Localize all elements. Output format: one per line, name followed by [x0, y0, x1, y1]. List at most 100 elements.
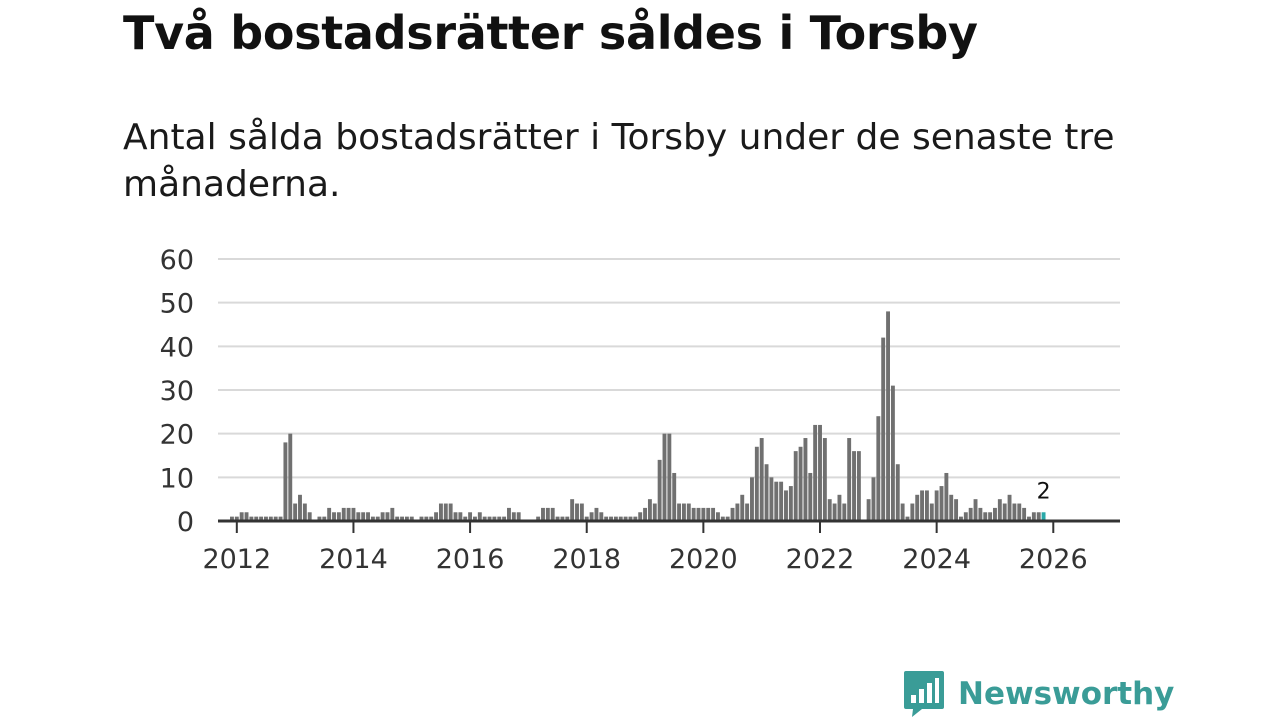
bar [550, 507, 555, 521]
bar [468, 512, 473, 521]
bar [346, 507, 351, 521]
bar [1031, 512, 1036, 521]
bar [988, 512, 993, 521]
bar [983, 512, 988, 521]
bar [1007, 494, 1012, 521]
bar [793, 451, 798, 521]
bar [618, 516, 623, 521]
bar [808, 472, 813, 521]
bar [579, 503, 584, 521]
bar [264, 516, 268, 521]
bar [647, 499, 652, 521]
bar [366, 512, 370, 521]
bar [463, 516, 468, 521]
bar [438, 503, 443, 521]
bar [244, 512, 249, 521]
bar [375, 516, 380, 521]
bar [920, 490, 925, 521]
bar [939, 486, 944, 521]
bar [745, 503, 750, 521]
bar [842, 503, 847, 521]
axes [218, 519, 1120, 533]
bar [351, 507, 356, 521]
bar [395, 516, 400, 521]
bar [1027, 516, 1031, 521]
x-tick-label: 2026 [1019, 544, 1088, 575]
bar [516, 512, 521, 521]
bar [691, 507, 696, 521]
bar [784, 490, 788, 521]
bar [686, 503, 691, 521]
bar [453, 512, 458, 521]
y-tick-label: 30 [160, 376, 194, 407]
x-tick-label: 2014 [319, 544, 388, 575]
bar [589, 512, 594, 521]
bar [856, 451, 861, 521]
bar [497, 516, 502, 521]
x-tick-label: 2012 [202, 544, 271, 575]
bar [322, 516, 327, 521]
bar [273, 516, 278, 521]
bar [458, 512, 463, 521]
bar [910, 503, 915, 521]
bar [560, 516, 565, 521]
bar [788, 486, 793, 521]
y-tick-label: 60 [160, 245, 194, 276]
bar [968, 507, 973, 521]
y-tick-label: 50 [160, 289, 194, 320]
bar [652, 503, 657, 521]
bar [609, 516, 613, 521]
bar [905, 516, 910, 521]
bar [541, 507, 545, 521]
bar [871, 477, 876, 521]
bar [623, 516, 628, 521]
x-tick-label: 2016 [436, 544, 505, 575]
bar [973, 499, 978, 521]
bar [822, 438, 827, 521]
bar [959, 516, 963, 521]
x-tick-label: 2022 [786, 544, 855, 575]
bar [599, 512, 604, 521]
bar [404, 516, 409, 521]
bar [716, 512, 720, 521]
bar [633, 516, 638, 521]
bar-highlighted [1041, 512, 1046, 521]
last-value-label: 2 [1037, 479, 1051, 504]
bar [706, 507, 711, 521]
bar [302, 503, 307, 521]
bar [288, 433, 293, 521]
bar [725, 516, 730, 521]
bar [750, 477, 754, 521]
y-tick-label: 20 [160, 420, 194, 451]
bar [754, 446, 759, 521]
bar [361, 512, 366, 521]
bar [370, 516, 375, 521]
bar [1022, 507, 1027, 521]
bar [307, 512, 312, 521]
bar [881, 337, 886, 521]
bar [1012, 503, 1017, 521]
bar [638, 512, 643, 521]
bar [409, 516, 414, 521]
bar [852, 451, 856, 521]
bar [239, 512, 244, 521]
bar [769, 477, 774, 521]
bar [604, 516, 609, 521]
bar [764, 464, 769, 521]
bar [735, 503, 740, 521]
bar [536, 516, 541, 521]
bar [798, 446, 803, 521]
labels: 0 10 20 30 40 50 60 2012 2014 2016 2018 2020 2022 202… [160, 245, 1088, 575]
bar [711, 507, 716, 521]
bar [949, 494, 954, 521]
bar [613, 516, 618, 521]
bar [385, 512, 390, 521]
bar [492, 516, 497, 521]
gridlines [218, 258, 1120, 479]
bar [779, 481, 784, 521]
y-tick-label: 0 [177, 507, 194, 538]
bar [681, 503, 686, 521]
bar [929, 503, 934, 521]
bar [701, 507, 706, 521]
